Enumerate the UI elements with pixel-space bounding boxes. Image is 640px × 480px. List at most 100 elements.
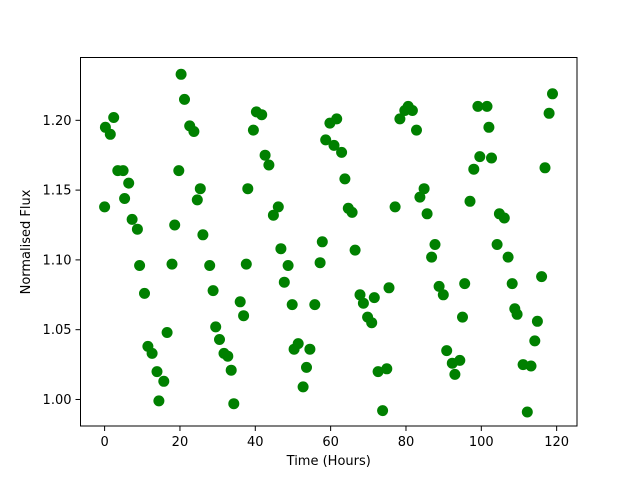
data-point	[406, 105, 418, 116]
data-point	[525, 360, 537, 372]
data-point	[464, 195, 476, 207]
data-point	[126, 213, 138, 225]
data-point	[314, 257, 326, 269]
data-point	[146, 347, 158, 359]
data-point	[481, 100, 493, 112]
data-point	[304, 343, 316, 355]
data-point	[161, 327, 173, 338]
data-point	[297, 381, 309, 393]
data-point	[483, 121, 495, 133]
data-point	[418, 183, 430, 195]
data-point	[368, 292, 380, 304]
data-point	[331, 113, 343, 125]
data-point	[139, 287, 150, 299]
data-point	[506, 278, 518, 290]
data-point	[349, 244, 361, 256]
data-point	[449, 368, 461, 380]
data-point	[539, 162, 551, 174]
data-point	[354, 289, 366, 301]
data-point	[272, 201, 284, 213]
data-point	[316, 236, 328, 248]
x-axis-ticks: 0 20 40 60 80 100 120	[100, 426, 569, 450]
data-point	[454, 354, 466, 366]
data-point	[437, 289, 449, 301]
x-tick-label: 80	[398, 435, 415, 450]
data-point	[108, 112, 120, 123]
x-tick-label: 100	[469, 435, 494, 450]
data-point	[282, 260, 294, 271]
data-point	[131, 223, 143, 235]
data-point	[169, 219, 181, 231]
data-point	[210, 321, 222, 333]
y-tick-label: 1.00	[43, 393, 72, 408]
data-point	[267, 209, 279, 221]
data-point	[173, 165, 185, 177]
y-axis-label: Normalised Flux	[19, 189, 34, 294]
data-point	[259, 149, 271, 161]
data-point	[256, 109, 268, 121]
data-point	[336, 146, 348, 158]
data-point	[372, 366, 384, 378]
data-point	[134, 260, 146, 271]
data-point	[278, 276, 290, 288]
data-point	[394, 113, 406, 125]
data-point	[529, 335, 541, 347]
data-point	[151, 366, 163, 378]
data-point	[275, 243, 287, 255]
data-point	[158, 375, 170, 387]
data-point	[153, 395, 165, 407]
data-point	[99, 201, 111, 213]
data-point	[381, 363, 393, 375]
y-tick-label: 1.15	[43, 184, 72, 199]
x-tick-label: 120	[544, 435, 569, 450]
y-axis-ticks: 1.00 1.05 1.10 1.15 1.20	[43, 114, 81, 408]
data-point	[238, 310, 250, 322]
data-point	[414, 191, 426, 203]
data-point	[222, 350, 234, 362]
data-point	[429, 239, 441, 250]
data-point	[242, 183, 254, 195]
data-point	[377, 405, 389, 417]
data-point	[119, 193, 131, 204]
data-point	[117, 165, 129, 177]
x-tick-label: 0	[100, 435, 108, 450]
data-point	[502, 251, 514, 263]
data-point	[472, 100, 484, 112]
data-point	[511, 308, 523, 320]
data-point	[328, 139, 340, 151]
data-point	[536, 271, 548, 283]
data-point	[468, 163, 480, 175]
data-points	[99, 68, 558, 418]
data-point	[521, 406, 533, 418]
data-point	[421, 208, 433, 220]
x-tick-label: 60	[322, 435, 339, 450]
y-tick-label: 1.10	[43, 253, 72, 268]
data-point	[366, 317, 378, 329]
data-point	[426, 251, 438, 263]
data-point	[104, 128, 116, 140]
data-point	[339, 173, 351, 185]
x-tick-label: 40	[247, 435, 264, 450]
data-point	[204, 260, 216, 271]
data-point	[286, 299, 298, 311]
data-point	[389, 201, 401, 213]
data-point	[175, 68, 187, 80]
data-point	[301, 361, 312, 373]
data-point	[486, 152, 497, 164]
data-point	[179, 93, 190, 105]
data-point	[531, 315, 543, 327]
x-tick-label: 20	[172, 435, 189, 450]
data-point	[188, 126, 200, 137]
data-point	[228, 398, 240, 410]
y-tick-label: 1.05	[43, 323, 72, 338]
data-point	[191, 194, 203, 206]
data-point	[474, 151, 486, 163]
data-point	[194, 183, 206, 195]
data-point	[292, 338, 304, 350]
data-point	[263, 159, 275, 171]
data-point	[433, 280, 445, 292]
data-point	[247, 124, 259, 136]
data-point	[240, 258, 252, 270]
y-tick-label: 1.20	[43, 114, 72, 129]
